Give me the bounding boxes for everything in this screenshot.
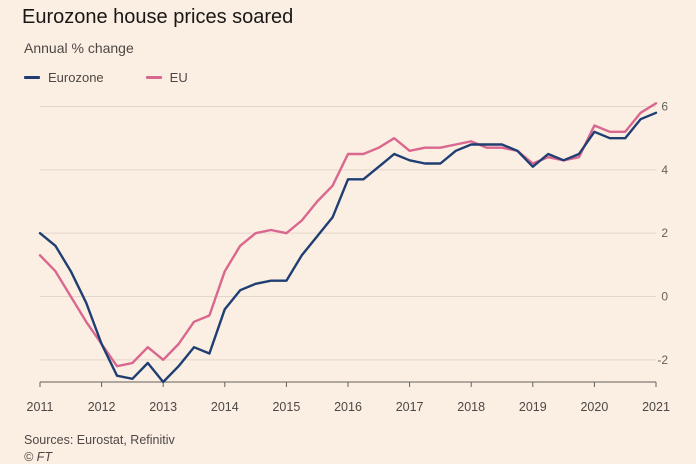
y-tick-label: 0: [661, 290, 668, 304]
legend-item-eu: EU: [145, 70, 188, 85]
credit-note: © FT: [24, 450, 52, 464]
x-tick-label: 2012: [88, 400, 116, 414]
legend-swatch-eu: [145, 76, 162, 79]
chart-subtitle: Annual % change: [24, 40, 134, 56]
x-tick-label: 2011: [27, 400, 54, 414]
x-tick-label: 2013: [149, 400, 177, 414]
y-tick-label: 6: [661, 100, 668, 114]
x-tick-label: 2018: [457, 400, 485, 414]
x-tick-label: 2017: [396, 400, 424, 414]
series-line-eurozone: [38, 111, 658, 384]
series-line-eu: [38, 102, 658, 368]
x-tick-label: 2019: [519, 400, 547, 414]
chart-legend: Eurozone EU: [24, 70, 230, 85]
legend-item-eurozone: Eurozone: [24, 70, 104, 85]
source-note: Sources: Eurostat, Refinitiv: [24, 433, 175, 447]
x-tick-label: 2020: [580, 400, 608, 414]
legend-label-eu: EU: [169, 70, 188, 85]
y-tick-label: 2: [661, 226, 668, 240]
x-tick-label: 2015: [272, 400, 300, 414]
x-tick-label: 2014: [211, 400, 239, 414]
y-tick-label: -2: [657, 353, 668, 367]
legend-swatch-eurozone: [24, 76, 40, 79]
x-tick-label: 2016: [334, 400, 362, 414]
y-tick-label: 4: [661, 163, 668, 177]
x-tick-label: 2021: [642, 400, 670, 414]
legend-label-eurozone: Eurozone: [48, 70, 104, 85]
chart-title: Eurozone house prices soared: [22, 6, 294, 28]
